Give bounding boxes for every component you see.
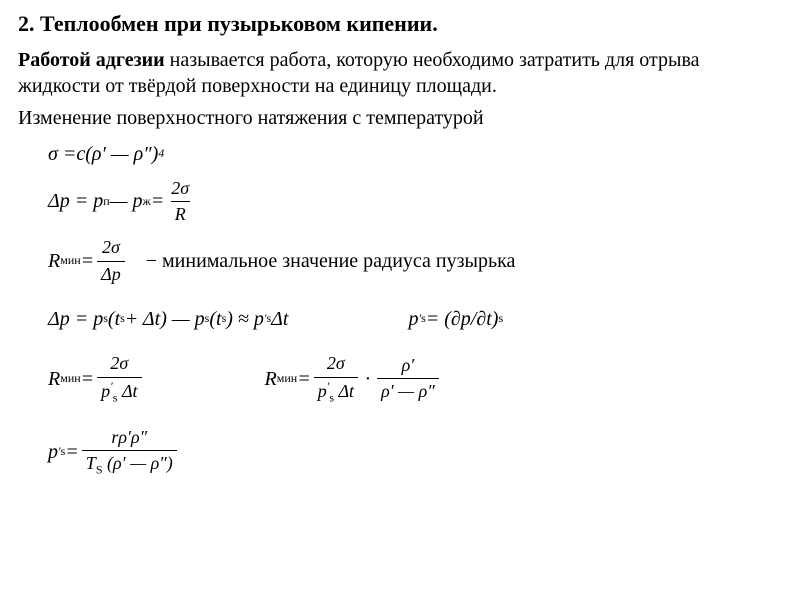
eq-text: T	[86, 453, 96, 473]
eq-denominator: p′s Δt	[314, 377, 358, 406]
eq-text: (ρ′ — ρ″)	[85, 141, 158, 167]
eq-denominator: Δp	[97, 261, 125, 286]
eq-text: + Δt) — p	[125, 306, 205, 332]
eq-fraction: 2σ Δp	[97, 236, 125, 286]
eq-text: =	[65, 439, 79, 465]
equation-row-rmin-pair: Rмин = 2σ p′s Δt Rмин = 2σ p′s Δt · ρ′ ρ…	[48, 342, 782, 416]
eq-fraction: ρ′ ρ′ — ρ″	[377, 354, 439, 404]
equation-r-min: Rмин = 2σ Δp − минимальное значение ради…	[48, 236, 782, 286]
eq-text: Δp = p	[48, 306, 103, 332]
eq-denominator: R	[171, 201, 190, 226]
eq-fraction: rρ′ρ″ TS (ρ′ — ρ″)	[82, 426, 177, 479]
eq-text: Δt	[271, 306, 288, 332]
eq-text: ) ≈ p	[226, 306, 264, 332]
equation-r-min-3: Rмин = 2σ p′s Δt · ρ′ ρ′ — ρ″	[265, 352, 442, 406]
paragraph-adhesion: Работой адгезии называется работа, котор…	[18, 47, 782, 99]
equation-note: − минимальное значение радиуса пузырька	[146, 248, 516, 274]
eq-text: Δp = p	[48, 188, 103, 214]
section-heading: 2. Теплообмен при пузырьковом кипении.	[18, 10, 782, 39]
eq-text: R	[48, 248, 60, 274]
eq-text: =	[81, 366, 95, 392]
eq-text: R	[48, 366, 60, 392]
eq-numerator: 2σ	[323, 352, 349, 376]
eq-text: R	[265, 366, 277, 392]
equation-ps-prime-def: p′s = (∂p/∂t)s	[408, 306, 503, 332]
eq-fraction: 2σ p′s Δt	[97, 352, 141, 406]
eq-text: (ρ′ — ρ″)	[103, 453, 173, 473]
eq-text: Δt	[334, 381, 354, 401]
eq-exponent: 4	[158, 146, 164, 162]
eq-text: (t	[108, 306, 120, 332]
eq-text: = (∂p/∂t)	[426, 306, 499, 332]
eq-numerator: 2σ	[167, 177, 193, 201]
eq-text: c	[76, 141, 85, 167]
eq-text: =	[81, 248, 95, 274]
equation-delta-p-approx: Δp = ps (ts + Δt) — ps (ts ) ≈ p′s Δt	[48, 306, 288, 332]
eq-sub: ж	[142, 194, 150, 210]
eq-text: σ =	[48, 141, 76, 167]
eq-text: Δt	[117, 381, 137, 401]
eq-text: (t	[209, 306, 221, 332]
equation-delta-p: Δp = pп — pж = 2σ R	[48, 177, 782, 227]
equation-sigma: σ = c (ρ′ — ρ″)4	[48, 141, 782, 167]
eq-denominator: TS (ρ′ — ρ″)	[82, 450, 177, 478]
eq-numerator: 2σ	[106, 352, 132, 376]
eq-sub: мин	[277, 371, 297, 387]
eq-fraction: 2σ p′s Δt	[314, 352, 358, 406]
eq-text: p	[48, 439, 58, 465]
equation-row-approx: Δp = ps (ts + Δt) — ps (ts ) ≈ p′s Δt p′…	[48, 296, 782, 342]
eq-text: =	[151, 188, 165, 214]
eq-text: =	[297, 366, 311, 392]
eq-numerator: ρ′	[398, 354, 419, 378]
term-bold: Работой адгезии	[18, 49, 165, 71]
equation-ps-prime-value: p′s = rρ′ρ″ TS (ρ′ — ρ″)	[48, 426, 782, 479]
eq-text: — p	[110, 188, 143, 214]
eq-text: p	[101, 381, 110, 401]
eq-text: p	[408, 306, 418, 332]
equation-r-min-2: Rмин = 2σ p′s Δt	[48, 352, 145, 406]
eq-sub: S	[96, 463, 103, 477]
eq-denominator: p′s Δt	[97, 377, 141, 406]
eq-sub: s	[498, 311, 503, 327]
eq-sub: мин	[60, 253, 80, 269]
eq-denominator: ρ′ — ρ″	[377, 378, 439, 403]
eq-sub: мин	[60, 371, 80, 387]
eq-numerator: 2σ	[98, 236, 124, 260]
eq-numerator: rρ′ρ″	[107, 426, 151, 450]
eq-fraction: 2σ R	[167, 177, 193, 227]
eq-text: p	[318, 381, 327, 401]
paragraph-surface-tension: Изменение поверхностного натяжения с тем…	[18, 105, 782, 131]
